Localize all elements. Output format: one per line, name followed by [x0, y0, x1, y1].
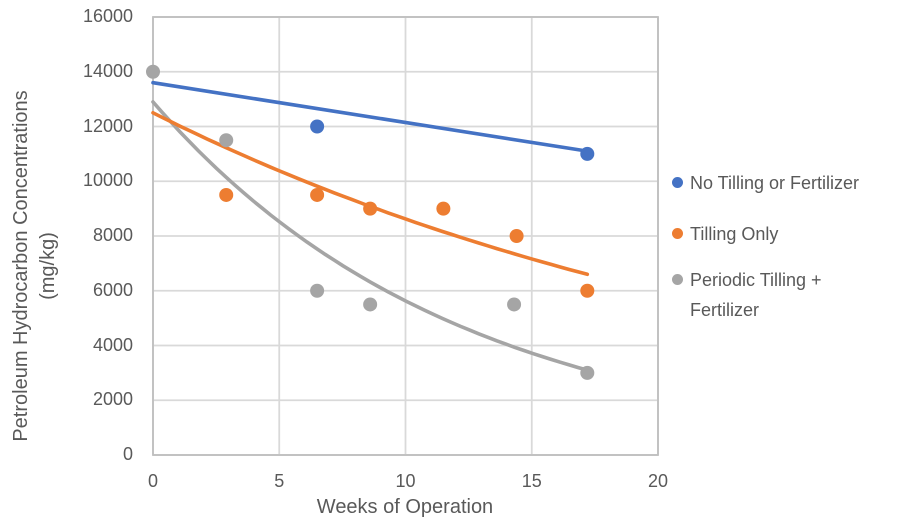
data-point-periodic-tilling-fertilizer — [219, 133, 234, 148]
legend-marker-orange-icon — [672, 228, 683, 239]
x-tick-label: 15 — [521, 471, 542, 491]
legend-item-no-tilling-or-fertilizer: No Tilling or Fertilizer — [672, 168, 859, 198]
data-point-periodic-tilling-fertilizer — [310, 283, 325, 298]
data-point-tilling-only — [580, 283, 595, 298]
data-point-tilling-only — [509, 229, 524, 243]
data-point-tilling-only — [363, 201, 378, 216]
y-tick-label: 8000 — [92, 225, 133, 245]
y-tick-label: 2000 — [92, 389, 133, 410]
y-tick-label: 10000 — [82, 170, 133, 191]
data-point-periodic-tilling-fertilizer — [363, 297, 378, 312]
legend-label-periodic-tilling-fertilizer: Periodic Tilling + Fertilizer — [690, 270, 822, 320]
legend-label-no-tilling-or-fertilizer: No Tilling or Fertilizer — [690, 173, 860, 193]
trendline-periodic-tilling-fertilizer — [151, 100, 590, 372]
legend-item-tilling-only: Tilling Only — [672, 219, 778, 249]
trendline-no-tilling-or-fertilizer — [151, 80, 590, 153]
data-point-periodic-tilling-fertilizer — [580, 365, 595, 380]
x-tick-label: 20 — [647, 471, 669, 491]
data-point-periodic-tilling-fertilizer — [146, 64, 160, 79]
data-point-tilling-only — [219, 187, 234, 202]
data-point-tilling-only — [436, 201, 451, 216]
y-tick-label: 4000 — [92, 334, 133, 355]
y-axis-title-text: Petroleum Hydrocarbon Concentrations — [10, 90, 32, 442]
plot-border — [152, 16, 659, 456]
trendline-tilling-only — [151, 111, 590, 277]
y-tick-label: 14000 — [82, 60, 133, 81]
legend-item-periodic-tilling-fertilizer: Periodic Tilling + Fertilizer — [672, 265, 868, 325]
y-tick-label: 12000 — [82, 115, 133, 136]
x-tick-label: 5 — [274, 471, 285, 491]
x-axis-title: Weeks of Operation — [316, 496, 494, 518]
data-point-tilling-only — [310, 187, 325, 202]
y-tick-label: 0 — [122, 444, 133, 464]
data-point-no-tilling-or-fertilizer — [580, 146, 595, 161]
data-point-no-tilling-or-fertilizer — [310, 119, 325, 134]
x-tick-label: 10 — [395, 471, 416, 491]
legend-label-tilling-only: Tilling Only — [690, 224, 779, 244]
legend-marker-blue-icon — [672, 177, 683, 188]
y-tick-label: 16000 — [82, 6, 133, 26]
data-point-periodic-tilling-fertilizer — [507, 297, 522, 312]
legend: No Tilling or Fertilizer Tilling Only Pe… — [672, 0, 903, 524]
y-tick-label: 6000 — [92, 279, 133, 300]
legend-marker-gray-icon — [672, 274, 683, 285]
x-tick-label: 0 — [147, 471, 158, 491]
